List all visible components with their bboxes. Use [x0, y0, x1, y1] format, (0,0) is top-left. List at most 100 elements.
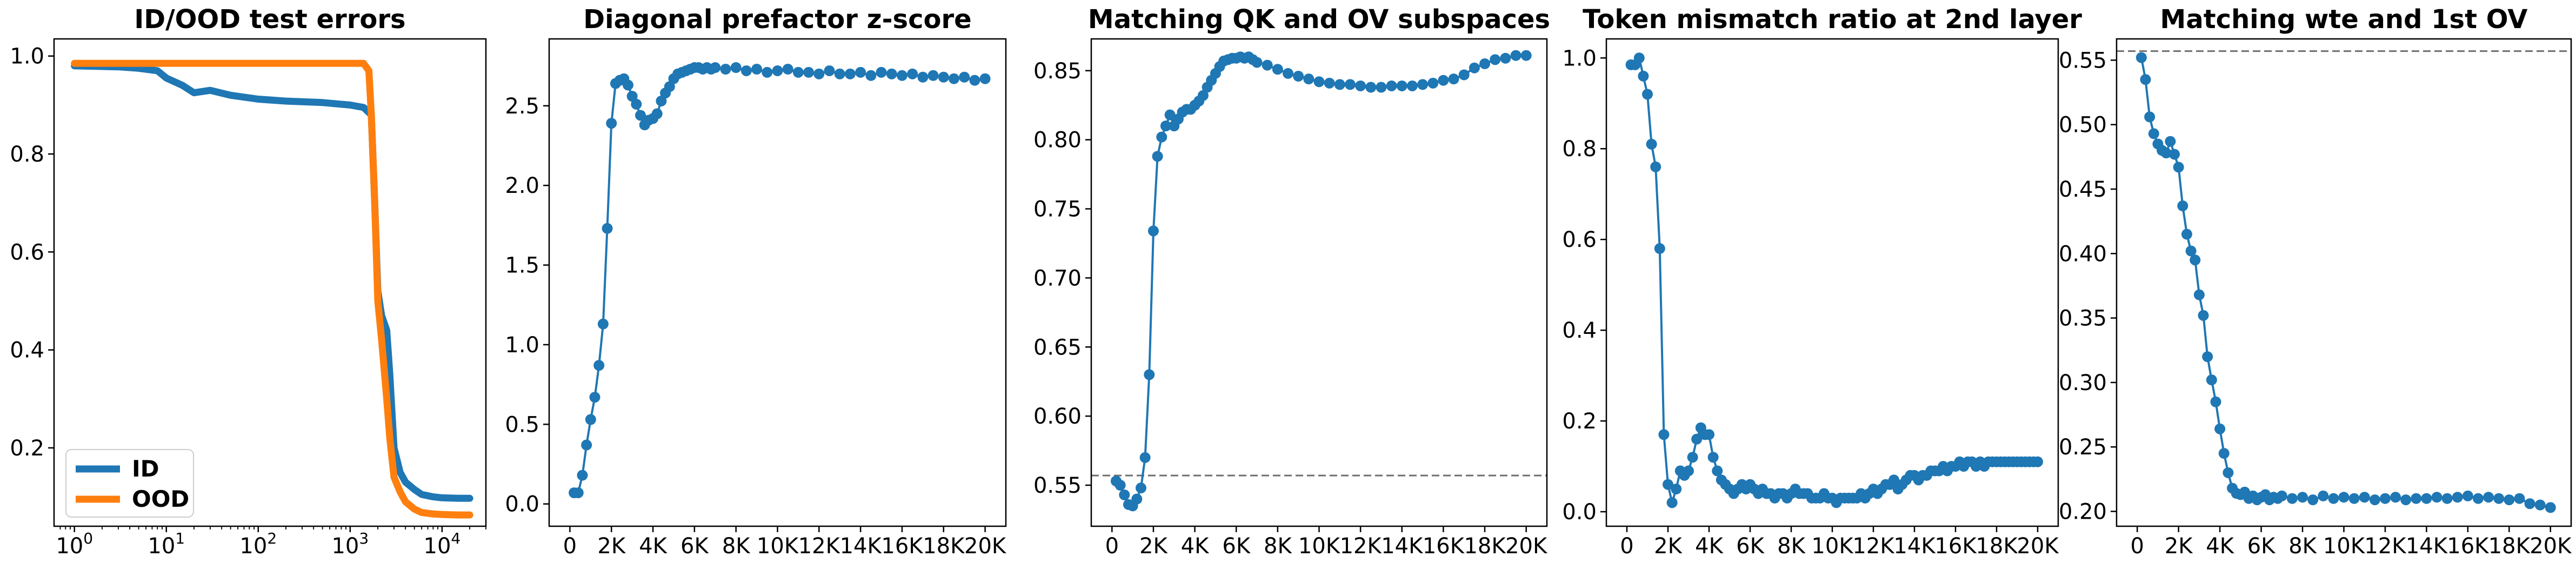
data-point — [1687, 452, 1698, 463]
data-point — [635, 110, 646, 121]
y-tick-label: 0.0 — [505, 492, 539, 517]
x-tick-label: 16K — [1934, 534, 1977, 559]
data-point — [1448, 73, 1459, 85]
x-tick-label: 14K — [1381, 534, 1424, 559]
data-point — [720, 64, 731, 75]
x-tick-label: 12K — [1852, 534, 1895, 559]
y-tick-label: 0.40 — [2059, 242, 2107, 266]
x-tick-label: 0 — [2131, 534, 2144, 559]
y-tick-label: 0.50 — [2059, 113, 2107, 138]
data-point — [979, 73, 991, 84]
series-line — [71, 59, 473, 519]
x-tick-label: 2K — [2165, 534, 2193, 559]
x-tick-label: 20K — [1505, 534, 1548, 559]
data-point — [1119, 489, 1130, 500]
x-tick-label: 20K — [2530, 534, 2572, 559]
data-point — [1197, 90, 1209, 101]
x-tick-label: 20K — [2017, 534, 2059, 559]
data-point — [2452, 492, 2463, 503]
x-tick-label: 8K — [1264, 534, 1292, 559]
data-point — [876, 66, 887, 78]
data-point — [2504, 494, 2515, 506]
data-point — [896, 70, 907, 81]
y-tick-label: 0.45 — [2059, 177, 2107, 202]
x-tick-label: 10K — [1298, 534, 1341, 559]
data-point — [2348, 493, 2360, 504]
x-tick-label: 104 — [424, 529, 461, 559]
data-point — [2462, 490, 2473, 501]
x-tick-label: 16K — [1423, 534, 1465, 559]
data-point — [1658, 429, 1670, 440]
data-point — [2276, 490, 2287, 501]
y-tick-label: 0.55 — [1033, 473, 1082, 498]
data-point — [1707, 452, 1719, 463]
data-point — [2369, 494, 2380, 506]
data-point — [1510, 50, 1521, 61]
data-point — [1386, 80, 1397, 91]
data-point — [2177, 200, 2188, 212]
data-point — [589, 392, 600, 403]
data-point — [1396, 80, 1407, 91]
data-point — [710, 62, 721, 73]
axes-frame — [53, 38, 487, 527]
data-point — [1293, 71, 1304, 82]
data-point — [2318, 490, 2329, 501]
x-tick-label: 14K — [2406, 534, 2448, 559]
data-point — [1642, 89, 1653, 100]
data-point — [1147, 225, 1159, 237]
y-tick-label: 0.65 — [1033, 335, 1082, 360]
data-point — [2431, 492, 2442, 503]
data-point — [2135, 52, 2147, 63]
data-point — [1283, 68, 1294, 79]
data-point — [1303, 73, 1314, 85]
chart-panel: Matching QK and OV subspaces 0 2K 4K 6K 8K 10K… — [1033, 4, 1550, 559]
chart-title: ID/OOD test errors — [134, 4, 405, 35]
data-point — [2286, 493, 2298, 504]
x-tick-label: 18K — [2488, 534, 2531, 559]
data-point — [1344, 79, 1356, 90]
data-point — [2328, 493, 2339, 504]
data-point — [1638, 70, 1649, 82]
data-point — [834, 68, 845, 79]
x-tick-label: 18K — [1976, 534, 2018, 559]
x-tick-label: 4K — [1181, 534, 1210, 559]
data-point — [1135, 482, 1146, 494]
data-point — [907, 68, 918, 79]
x-tick-label: 0 — [1105, 534, 1119, 559]
x-tick-label: 4K — [2206, 534, 2234, 559]
y-tick-label: 0.20 — [2059, 500, 2107, 525]
data-point — [1712, 465, 1723, 477]
x-tick-label: 4K — [639, 534, 668, 559]
x-tick-label: 12K — [798, 534, 841, 559]
data-point — [1704, 429, 1714, 440]
y-tick-label: 1.5 — [505, 253, 539, 278]
data-point — [577, 470, 588, 481]
data-point — [1365, 82, 1377, 93]
data-point — [2338, 492, 2350, 503]
data-point — [1646, 138, 1657, 150]
data-point — [2218, 448, 2230, 459]
x-tick-label: 18K — [923, 534, 965, 559]
y-tick-label: 0.60 — [1033, 404, 1082, 429]
data-point — [2193, 289, 2205, 300]
x-tick-label: 10K — [757, 534, 799, 559]
data-point — [886, 68, 897, 79]
data-point — [2472, 493, 2484, 504]
y-tick-label: 0.6 — [10, 240, 44, 265]
data-point — [1520, 50, 1532, 61]
data-point — [1671, 484, 1682, 495]
chart-panel: Matching wte and 1st OV 0 2K 4K 6K 8K 10K 12K 14… — [2059, 4, 2572, 559]
data-point — [2165, 136, 2176, 147]
x-tick-label: 12K — [2364, 534, 2407, 559]
data-point — [2297, 492, 2308, 503]
data-point — [1500, 52, 1511, 64]
legend-label: OOD — [132, 486, 189, 512]
data-point — [2493, 493, 2505, 504]
data-point — [927, 70, 939, 81]
data-point — [1251, 57, 1263, 68]
x-tick-label: 0 — [563, 534, 577, 559]
data-point — [597, 318, 609, 330]
data-point — [969, 75, 980, 86]
data-point — [622, 79, 633, 91]
